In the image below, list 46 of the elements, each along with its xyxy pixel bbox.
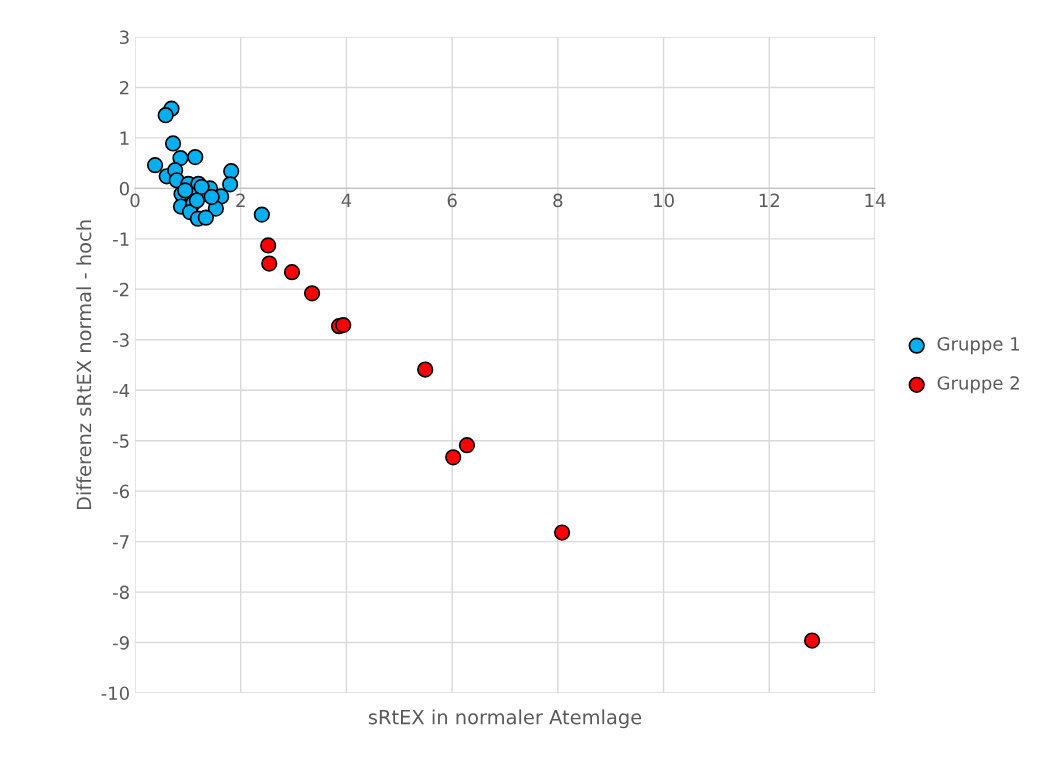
x-tick-label: 2	[236, 193, 245, 207]
x-tick-label: 0	[130, 193, 140, 208]
x-tick-label: 8	[553, 193, 563, 208]
y-tick-label: -1	[113, 232, 129, 246]
point	[303, 285, 321, 302]
y-tick-label: 1	[120, 131, 129, 145]
y-tick-label: -10	[101, 686, 129, 701]
y-tick-label: 2	[119, 80, 129, 95]
point	[261, 255, 278, 272]
y-tick-label: -3	[113, 333, 129, 347]
point	[187, 148, 204, 166]
y-tick-label: -9	[113, 636, 129, 650]
y-tick-label: -6	[113, 484, 129, 499]
point	[253, 206, 270, 223]
x-tick-label: 12	[759, 193, 779, 207]
point	[203, 188, 220, 206]
point	[553, 524, 571, 541]
point	[260, 237, 277, 254]
point	[157, 107, 174, 124]
point	[197, 209, 214, 226]
point	[146, 157, 164, 174]
point	[335, 317, 352, 334]
legend-label: Gruppe 2	[937, 376, 1019, 394]
y-tick-label: -8	[113, 585, 129, 600]
x-tick-label: 14	[865, 193, 886, 207]
y-tick-label: -2	[113, 282, 129, 297]
x-tick-label: 6	[447, 193, 457, 208]
y-tick-label: -7	[113, 535, 129, 549]
x-tick-label: 10	[654, 193, 674, 208]
y-axis-title: Differenz sRtEX normal - hoch	[76, 220, 92, 510]
y-tick-label: 0	[119, 181, 129, 196]
point	[417, 361, 434, 378]
y-tick-label: -5	[113, 434, 129, 448]
point	[222, 176, 239, 193]
y-tick-label: 3	[120, 30, 129, 45]
point	[177, 182, 194, 199]
point	[445, 449, 462, 466]
point	[223, 163, 240, 180]
x-tick-label: 4	[341, 193, 352, 207]
x-axis-title: sRtEX in normaler Atemlage	[368, 709, 642, 729]
point	[803, 632, 821, 649]
y-tick-label: -4	[113, 383, 130, 398]
point	[283, 264, 301, 281]
point	[164, 135, 182, 152]
point	[458, 437, 476, 454]
legend-label: Gruppe 1	[937, 337, 1020, 355]
